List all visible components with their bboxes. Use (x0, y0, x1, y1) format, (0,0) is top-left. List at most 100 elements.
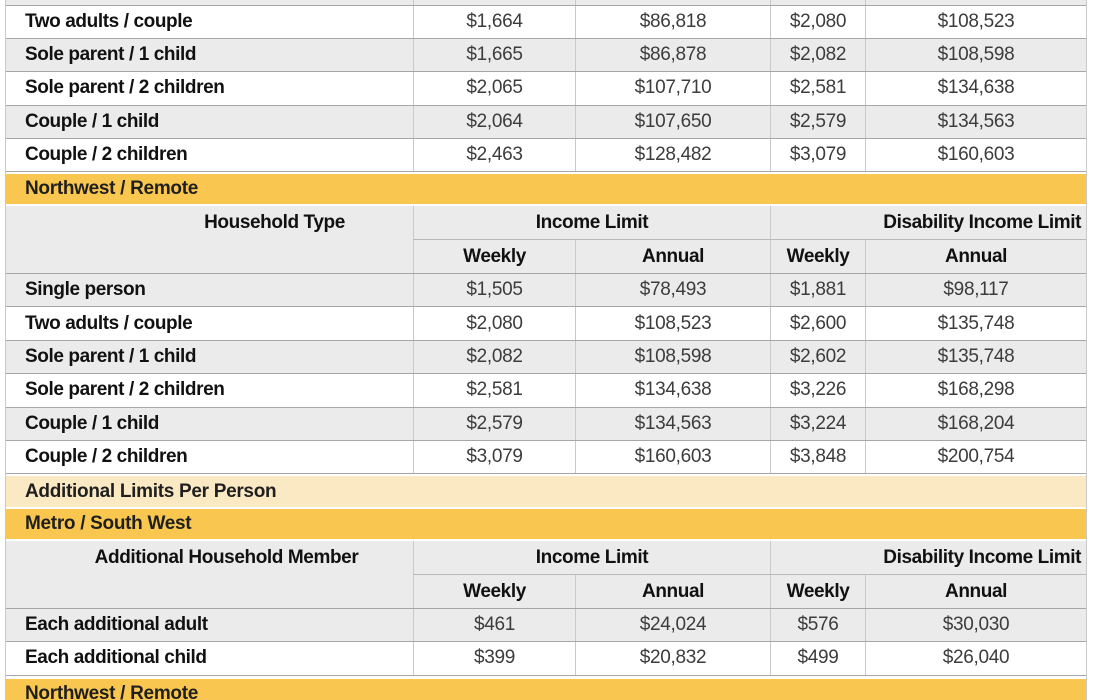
disability-income-limit-header: Disability Income Limit (770, 206, 1086, 241)
weekly-income-value: $1,505 (413, 273, 575, 307)
household-type-label: Sole parent / 1 child (25, 44, 197, 66)
weekly-disability-value: $576 (770, 608, 865, 642)
household-type-label: Sole parent / 1 child (25, 345, 197, 367)
table-row: Each additional child $399 $20,832 $499 … (6, 642, 1086, 676)
table-header: Household Type Income Limit Disability I… (6, 206, 1086, 274)
annual-disability-value: $30,030 (865, 608, 1086, 642)
income-limit-header: Income Limit (413, 541, 770, 576)
additional-member-label: Each additional adult (25, 613, 208, 635)
annual-disability-value: $135,748 (865, 340, 1086, 374)
table-row: Sole parent / 2 children $2,065 $107,710… (6, 72, 1086, 106)
table-header: Additional Household Member Income Limit… (6, 541, 1086, 609)
annual-income-value: $108,598 (575, 340, 770, 374)
weekly-disability-value: $3,226 (770, 374, 865, 407)
household-type-label: Two adults / couple (25, 312, 193, 334)
weekly-income-value: $461 (413, 608, 575, 642)
annual-subheader: Annual (575, 240, 770, 273)
table-row: Sole parent / 2 children $2,581 $134,638… (6, 374, 1086, 408)
annual-income-value: $86,878 (575, 38, 770, 72)
annual-income-value: $107,650 (575, 105, 770, 139)
weekly-income-value: $2,080 (413, 307, 575, 340)
weekly-disability-value: $499 (770, 642, 865, 675)
weekly-disability-value: $2,600 (770, 307, 865, 340)
weekly-income-value: $3,079 (413, 440, 575, 474)
weekly-disability-value: $3,848 (770, 440, 865, 474)
annual-subheader: Annual (865, 240, 1086, 273)
annual-subheader: Annual (865, 575, 1086, 608)
weekly-income-value: $2,065 (413, 72, 575, 105)
weekly-income-value: $2,581 (413, 374, 575, 407)
annual-income-value: $160,603 (575, 440, 770, 474)
section-banner-additional-limits: Additional Limits Per Person (6, 476, 1086, 508)
household-type-label: Sole parent / 2 children (25, 77, 225, 99)
household-type-label: Couple / 2 children (25, 446, 188, 468)
additional-member-label: Each additional child (25, 647, 207, 669)
weekly-income-value: $2,064 (413, 105, 575, 139)
table-row: Two adults / couple $1,664 $86,818 $2,08… (6, 5, 1086, 39)
annual-disability-value: $200,754 (865, 440, 1086, 474)
weekly-disability-value: $2,082 (770, 38, 865, 72)
weekly-income-value: $1,664 (413, 5, 575, 38)
weekly-income-value: $1,665 (413, 38, 575, 72)
weekly-disability-value: $3,079 (770, 139, 865, 172)
table-row: Couple / 2 children $3,079 $160,603 $3,8… (6, 440, 1086, 475)
annual-income-value: $108,523 (575, 307, 770, 340)
disability-income-limit-header: Disability Income Limit (770, 541, 1086, 576)
annual-disability-value: $134,638 (865, 72, 1086, 105)
weekly-subheader: Weekly (770, 575, 865, 608)
additional-household-member-header: Additional Household Member (94, 547, 359, 569)
weekly-disability-value: $3,224 (770, 407, 865, 440)
income-limits-table-sheet: Two adults / couple $1,664 $86,818 $2,08… (5, 0, 1087, 700)
annual-disability-value: $168,298 (865, 374, 1086, 407)
income-limit-header: Income Limit (413, 206, 770, 241)
weekly-disability-value: $1,881 (770, 273, 865, 307)
household-type-label: Couple / 1 child (25, 110, 160, 132)
annual-disability-value: $135,748 (865, 307, 1086, 340)
household-type-label: Single person (25, 279, 146, 301)
table-row: Couple / 1 child $2,579 $134,563 $3,224 … (6, 407, 1086, 441)
weekly-income-value: $2,463 (413, 139, 575, 172)
weekly-disability-value: $2,579 (770, 105, 865, 139)
weekly-income-value: $2,082 (413, 340, 575, 374)
household-type-header: Household Type (204, 212, 345, 234)
table-row-partial (6, 0, 1086, 6)
table-row: Couple / 2 children $2,463 $128,482 $3,0… (6, 139, 1086, 173)
annual-disability-value: $160,603 (865, 139, 1086, 172)
table-row: Couple / 1 child $2,064 $107,650 $2,579 … (6, 105, 1086, 140)
annual-disability-value: $26,040 (865, 642, 1086, 675)
weekly-subheader: Weekly (413, 240, 575, 273)
table-row: Two adults / couple $2,080 $108,523 $2,6… (6, 307, 1086, 341)
weekly-income-value: $2,579 (413, 407, 575, 440)
household-type-label: Two adults / couple (25, 10, 193, 32)
annual-income-value: $128,482 (575, 139, 770, 172)
table-row: Sole parent / 1 child $2,082 $108,598 $2… (6, 340, 1086, 375)
annual-disability-value: $168,204 (865, 407, 1086, 440)
section-banner-northwest-remote: Northwest / Remote (6, 678, 1086, 700)
annual-income-value: $107,710 (575, 72, 770, 105)
household-type-label: Couple / 2 children (25, 144, 188, 166)
section-banner-metro-south-west: Metro / South West (6, 509, 1086, 540)
section-banner-northwest-remote: Northwest / Remote (6, 174, 1086, 205)
weekly-disability-value: $2,602 (770, 340, 865, 374)
table-row: Single person $1,505 $78,493 $1,881 $98,… (6, 273, 1086, 308)
annual-disability-value: $98,117 (865, 273, 1086, 307)
annual-income-value: $24,024 (575, 608, 770, 642)
weekly-disability-value: $2,080 (770, 5, 865, 38)
annual-income-value: $134,563 (575, 407, 770, 440)
weekly-disability-value: $2,581 (770, 72, 865, 105)
weekly-subheader: Weekly (770, 240, 865, 273)
household-type-label: Couple / 1 child (25, 412, 160, 434)
annual-income-value: $20,832 (575, 642, 770, 675)
weekly-subheader: Weekly (413, 575, 575, 608)
annual-income-value: $86,818 (575, 5, 770, 38)
annual-subheader: Annual (575, 575, 770, 608)
household-type-label: Sole parent / 2 children (25, 379, 225, 401)
annual-disability-value: $108,598 (865, 38, 1086, 72)
annual-disability-value: $134,563 (865, 105, 1086, 139)
table-row: Sole parent / 1 child $1,665 $86,878 $2,… (6, 38, 1086, 73)
table-row: Each additional adult $461 $24,024 $576 … (6, 608, 1086, 643)
annual-income-value: $134,638 (575, 374, 770, 407)
weekly-income-value: $399 (413, 642, 575, 675)
annual-income-value: $78,493 (575, 273, 770, 307)
annual-disability-value: $108,523 (865, 5, 1086, 38)
